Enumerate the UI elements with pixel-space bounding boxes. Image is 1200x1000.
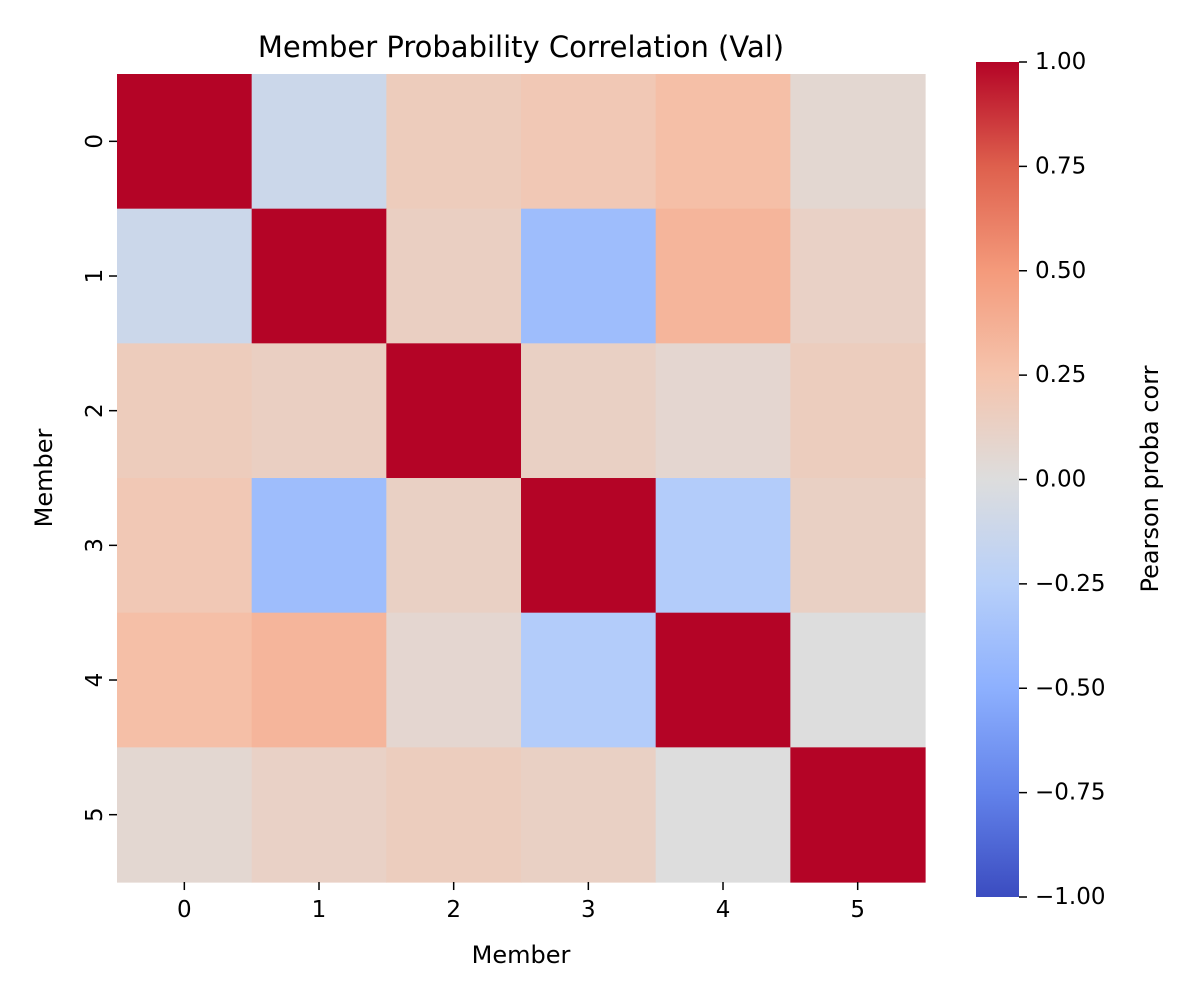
heatmap-cell-2-0 xyxy=(117,343,253,479)
heatmap-cell-0-5 xyxy=(790,74,926,210)
heatmap-cell-2-2 xyxy=(386,343,522,479)
heatmap-cell-0-2 xyxy=(386,74,522,210)
heatmap-cell-3-0 xyxy=(117,478,253,614)
heatmap-cell-1-3 xyxy=(521,208,657,344)
heatmap-cell-4-2 xyxy=(386,612,522,748)
x-tick-label: 3 xyxy=(581,897,596,923)
colorbar xyxy=(976,62,1019,897)
heatmap-cell-3-4 xyxy=(655,478,791,614)
heatmap-cell-2-5 xyxy=(790,343,926,479)
colorbar-tick-label: 0.50 xyxy=(1035,258,1086,284)
heatmap-cell-2-3 xyxy=(521,343,657,479)
colorbar-tick-label: −0.50 xyxy=(1035,675,1105,701)
y-tick-label: 0 xyxy=(82,134,108,149)
x-axis-label: Member xyxy=(472,941,571,969)
colorbar-tick-label: 1.00 xyxy=(1035,49,1086,75)
y-axis-ticks: 0 1 2 3 4 5 xyxy=(82,134,117,822)
heatmap-cell-1-2 xyxy=(386,208,522,344)
heatmap-cell-5-5 xyxy=(790,747,926,883)
colorbar-tick-label: −0.25 xyxy=(1035,571,1105,597)
heatmap-cell-0-3 xyxy=(521,74,657,210)
colorbar-tick-label: −0.75 xyxy=(1035,780,1105,806)
heatmap-cell-4-0 xyxy=(117,612,253,748)
heatmap-cell-4-5 xyxy=(790,612,926,748)
heatmap-cell-1-1 xyxy=(251,208,387,344)
x-tick-label: 2 xyxy=(446,897,461,923)
y-tick-label: 1 xyxy=(82,269,108,284)
heatmap-cell-4-3 xyxy=(521,612,657,748)
heatmap-cell-5-1 xyxy=(251,747,387,883)
heatmap-cell-5-3 xyxy=(521,747,657,883)
heatmap-cell-5-0 xyxy=(117,747,253,883)
heatmap-cell-2-1 xyxy=(251,343,387,479)
heatmap-cell-5-2 xyxy=(386,747,522,883)
heatmap-cell-3-5 xyxy=(790,478,926,614)
x-tick-label: 4 xyxy=(716,897,731,923)
x-tick-label: 1 xyxy=(312,897,327,923)
heatmap-cell-1-5 xyxy=(790,208,926,344)
heatmap-cell-3-3 xyxy=(521,478,657,614)
y-tick-label: 2 xyxy=(82,403,108,418)
heatmap-cell-3-2 xyxy=(386,478,522,614)
colorbar-tick-label: 0.00 xyxy=(1035,467,1086,493)
colorbar-tick-label: −1.00 xyxy=(1035,884,1105,910)
y-tick-label: 3 xyxy=(82,538,108,553)
colorbar-tick-label: 0.25 xyxy=(1035,362,1086,388)
y-tick-label: 4 xyxy=(82,673,108,688)
x-tick-label: 5 xyxy=(850,897,865,923)
heatmap-cell-1-4 xyxy=(655,208,791,344)
heatmap-cells xyxy=(117,74,926,883)
heatmap-cell-0-4 xyxy=(655,74,791,210)
heatmap-cell-4-1 xyxy=(251,612,387,748)
x-axis-ticks: 0 1 2 3 4 5 xyxy=(177,882,865,923)
y-axis-label: Member xyxy=(30,429,58,528)
heatmap-cell-5-4 xyxy=(655,747,791,883)
heatmap-cell-1-0 xyxy=(117,208,253,344)
heatmap-cell-0-0 xyxy=(117,74,253,210)
heatmap-cell-0-1 xyxy=(251,74,387,210)
heatmap-cell-4-4 xyxy=(655,612,791,748)
colorbar-ticks: 1.00 0.75 0.50 0.25 0.00 −0.25 −0.50 −0.75 −1.00 xyxy=(1019,49,1105,910)
colorbar-tick-label: 0.75 xyxy=(1035,153,1086,179)
x-tick-label: 0 xyxy=(177,897,192,923)
colorbar-label: Pearson proba corr xyxy=(1136,365,1164,592)
heatmap-cell-2-4 xyxy=(655,343,791,479)
y-tick-label: 5 xyxy=(82,807,108,822)
heatmap-cell-3-1 xyxy=(251,478,387,614)
chart-title: Member Probability Correlation (Val) xyxy=(258,30,784,64)
